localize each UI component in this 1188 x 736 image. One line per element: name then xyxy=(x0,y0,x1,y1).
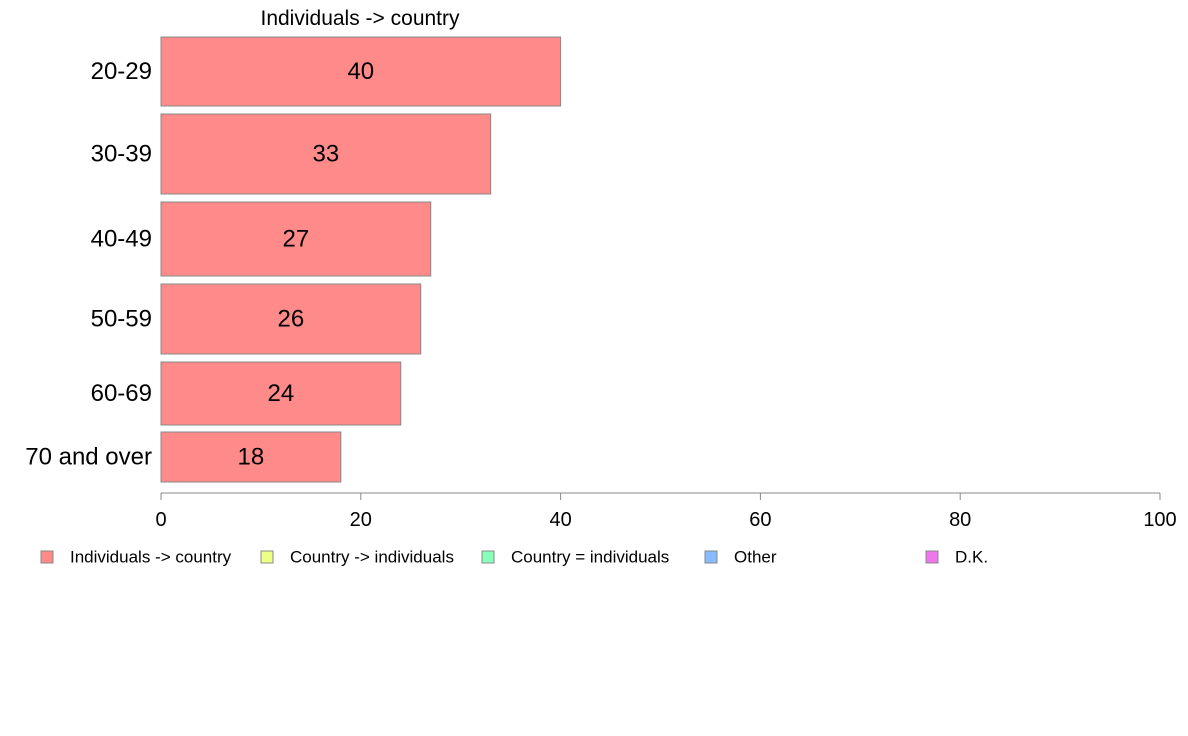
category-label-4: 60-69 xyxy=(91,380,152,407)
legend-label-4: D.K. xyxy=(955,547,988,566)
x-axis: 0 20 40 60 80 100 xyxy=(155,492,1177,531)
bar-2 xyxy=(160,201,432,277)
bar-0 xyxy=(160,36,562,107)
legend-swatch-4 xyxy=(925,550,939,564)
category-label-1: 30-39 xyxy=(91,140,152,167)
legend-swatch-2 xyxy=(481,550,495,564)
data-label-4: 24 xyxy=(268,380,295,407)
legend-label-0: Individuals -> country xyxy=(70,547,232,566)
x-tick-label-3: 60 xyxy=(749,509,771,531)
data-label-3: 26 xyxy=(278,305,305,332)
bar-1 xyxy=(160,113,492,195)
data-label-2: 27 xyxy=(283,225,310,252)
legend-label-3: Other xyxy=(734,547,777,566)
category-label-2: 40-49 xyxy=(91,225,152,252)
x-tick-label-4: 80 xyxy=(949,509,971,531)
data-label-1: 33 xyxy=(312,140,339,167)
legend-swatch-1 xyxy=(260,550,274,564)
bars-layer: 20-29 40 30-39 33 40-49 27 50-59 26 60-69 24 70 an… xyxy=(25,36,562,483)
bar-3 xyxy=(160,283,422,355)
chart-title: Individuals -> country xyxy=(260,7,460,30)
x-tick-label-2: 40 xyxy=(549,509,571,531)
legend-label-1: Country -> individuals xyxy=(290,547,454,566)
bar-4 xyxy=(160,361,402,426)
bar-5 xyxy=(160,431,342,483)
x-tick-label-1: 20 xyxy=(350,509,372,531)
data-label-0: 40 xyxy=(347,58,374,85)
category-label-5: 70 and over xyxy=(25,443,152,470)
legend-swatch-3 xyxy=(704,550,718,564)
data-label-5: 18 xyxy=(238,443,265,470)
legend-swatch-0 xyxy=(40,550,54,564)
category-label-3: 50-59 xyxy=(91,305,152,332)
category-label-0: 20-29 xyxy=(91,58,152,85)
legend-label-2: Country = individuals xyxy=(511,547,669,566)
x-tick-label-0: 0 xyxy=(155,509,166,531)
legend: Individuals -> country Country -> individ… xyxy=(40,547,988,566)
x-tick-label-5: 100 xyxy=(1143,509,1176,531)
